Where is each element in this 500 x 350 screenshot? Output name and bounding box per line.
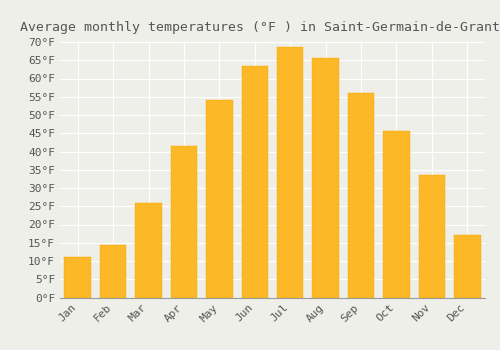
Bar (454, 236, 480, 298)
Title: Average monthly temperatures (°F ) in Saint-Germain-de-Grantham: Average monthly temperatures (°F ) in Sa… (20, 21, 500, 34)
Bar (277, 48, 303, 298)
Bar (136, 203, 162, 298)
Bar (418, 175, 445, 298)
Bar (348, 93, 374, 298)
Bar (100, 245, 126, 298)
Bar (242, 66, 268, 297)
Bar (312, 58, 339, 298)
Bar (383, 132, 409, 298)
Bar (64, 257, 91, 298)
Bar (206, 100, 233, 298)
Bar (170, 146, 197, 298)
